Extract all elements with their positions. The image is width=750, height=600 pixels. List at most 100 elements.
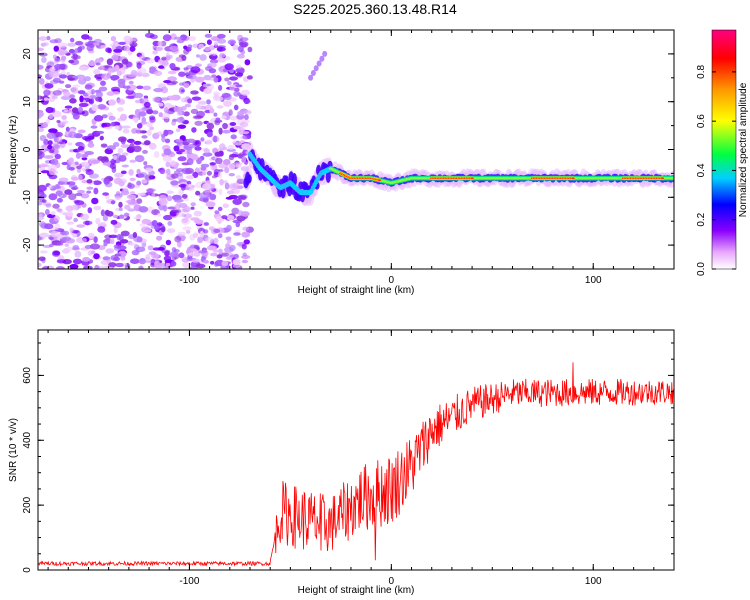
noise-blob: [241, 231, 250, 238]
spectrogram-ylabel: Frequency (Hz): [8, 116, 19, 185]
noise-blob: [236, 53, 245, 59]
noise-blob: [169, 160, 176, 166]
noise-blob: [190, 90, 199, 95]
noise-blob: [102, 162, 111, 166]
noise-blob: [242, 134, 251, 140]
noise-blob: [211, 74, 217, 78]
noise-blob: [92, 42, 100, 46]
noise-blob: [157, 247, 165, 251]
spectrogram-ytick-label: -20: [22, 237, 33, 252]
colorbar: [711, 29, 737, 270]
noise-blob: [218, 188, 223, 196]
noise-blob: [76, 224, 86, 228]
noise-blob: [129, 177, 136, 182]
noise-blob: [144, 32, 155, 39]
noise-blob: [38, 213, 43, 218]
noise-blob: [233, 162, 243, 166]
noise-blob: [79, 76, 84, 81]
noise-blob: [219, 178, 224, 186]
noise-blob: [117, 98, 125, 105]
noise-blob: [228, 244, 236, 252]
noise-blob: [187, 35, 197, 42]
noise-blob: [163, 129, 169, 137]
noise-blob: [129, 159, 137, 163]
noise-blob: [100, 260, 109, 265]
noise-blob: [91, 197, 99, 205]
noise-blob: [57, 208, 63, 213]
noise-blob: [121, 125, 131, 129]
noise-blob: [41, 144, 48, 151]
noise-blob: [202, 152, 213, 157]
noise-blob: [50, 211, 56, 216]
streak-blob: [316, 60, 322, 67]
noise-blob: [173, 106, 184, 113]
noise-blob: [241, 243, 247, 250]
noise-blob: [190, 248, 198, 253]
noise-blob: [216, 105, 224, 109]
noise-blob: [214, 151, 223, 157]
noise-blob: [63, 108, 68, 113]
noise-blob: [128, 80, 134, 85]
noise-blob: [172, 118, 178, 122]
noise-blob: [145, 167, 153, 173]
noise-blob: [204, 237, 214, 243]
noise-blob: [186, 148, 193, 155]
noise-blob: [136, 198, 143, 204]
noise-blob: [93, 253, 100, 260]
noise-blob: [61, 115, 67, 120]
noise-blob: [163, 106, 169, 113]
spectrogram-ytick-label: 10: [22, 96, 33, 108]
noise-blob: [217, 206, 223, 212]
noise-blob: [177, 231, 186, 236]
noise-blob: [94, 115, 104, 122]
noise-blob: [181, 55, 187, 61]
noise-blob: [135, 246, 146, 253]
noise-blob: [101, 114, 108, 119]
noise-blob: [194, 120, 203, 126]
noise-blob: [65, 205, 74, 212]
noise-blob: [75, 40, 84, 46]
noise-blob: [129, 46, 136, 52]
noise-blob: [178, 71, 186, 77]
noise-blob: [108, 234, 118, 239]
noise-blob: [117, 78, 126, 85]
noise-blob: [103, 242, 108, 247]
noise-blob: [205, 139, 213, 145]
noise-blob: [69, 167, 75, 171]
noise-blob: [149, 116, 156, 123]
noise-blob: [93, 187, 99, 195]
noise-blob: [81, 161, 89, 167]
noise-blob: [202, 83, 207, 88]
noise-blob: [48, 168, 56, 176]
noise-blob: [66, 221, 75, 225]
noise-blob: [61, 161, 69, 166]
noise-blob: [97, 226, 106, 233]
noise-blob: [120, 144, 130, 149]
peak-core: [470, 177, 474, 180]
noise-blob: [195, 104, 201, 110]
noise-blob: [76, 165, 82, 170]
noise-blob: [159, 167, 166, 175]
noise-blob: [81, 180, 88, 184]
noise-blob: [160, 226, 166, 233]
noise-blob: [213, 249, 219, 253]
noise-blob: [90, 125, 98, 129]
noise-blob: [120, 170, 127, 175]
noise-blob: [137, 73, 142, 77]
noise-blob: [137, 192, 146, 196]
noise-blob: [70, 87, 77, 93]
noise-blob: [100, 80, 106, 86]
noise-blob: [110, 36, 117, 42]
noise-blob: [93, 236, 98, 244]
noise-blob: [43, 97, 49, 101]
noise-blob: [57, 49, 65, 56]
noise-blob: [233, 91, 241, 97]
noise-blob: [190, 66, 201, 74]
noise-blob: [209, 59, 219, 64]
noise-blob: [133, 114, 139, 118]
noise-blob: [138, 265, 144, 269]
noise-blob: [190, 206, 195, 210]
noise-blob: [217, 171, 222, 179]
noise-blob: [74, 161, 79, 166]
noise-blob: [204, 189, 210, 197]
